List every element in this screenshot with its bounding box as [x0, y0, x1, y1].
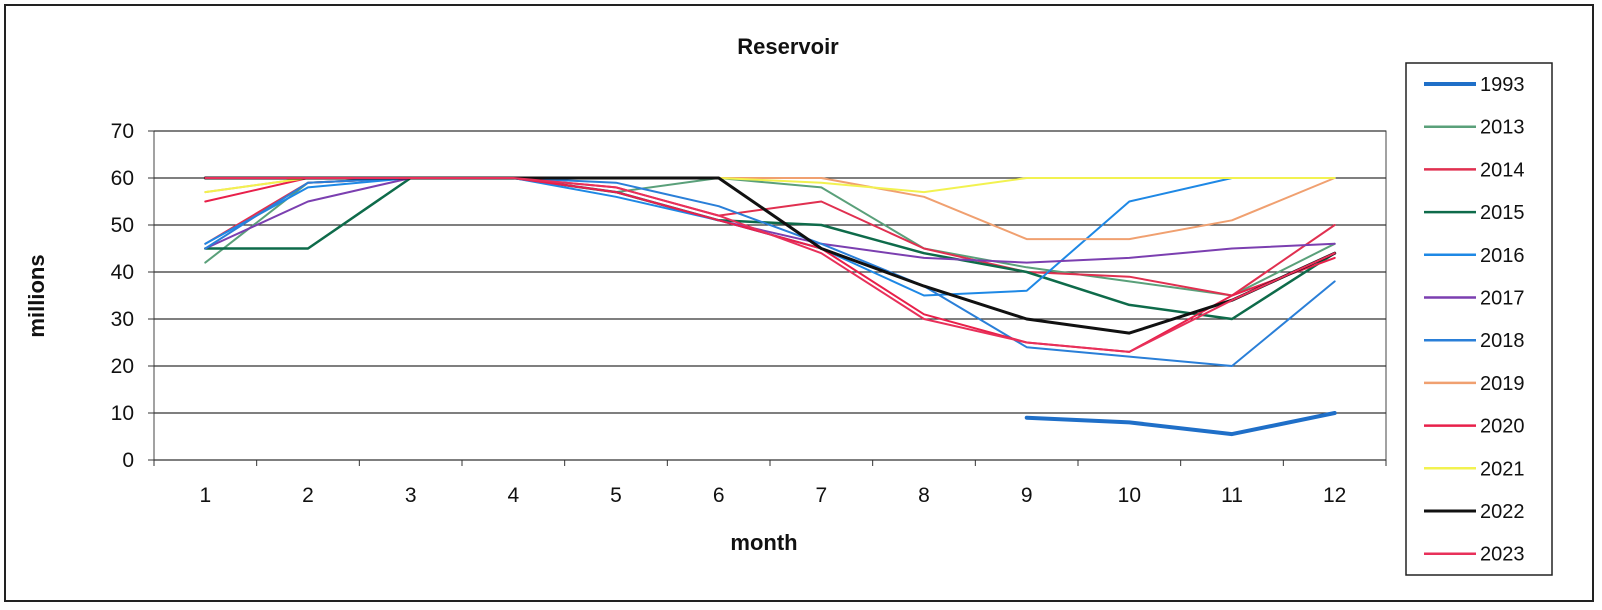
- plot-border: [153, 130, 1387, 461]
- y-tick-label: 50: [111, 214, 134, 237]
- legend-label-2016: 2016: [1480, 245, 1525, 267]
- x-tick-label: 6: [713, 484, 725, 507]
- y-tick-label: 70: [111, 120, 134, 143]
- legend-label-2019: 2019: [1480, 373, 1525, 395]
- x-tick-label: 10: [1118, 484, 1141, 507]
- legend-label-2021: 2021: [1480, 458, 1525, 480]
- x-tick-label: 9: [1021, 484, 1033, 507]
- series-layer: [203, 176, 1337, 437]
- y-tick-label: 30: [111, 308, 134, 331]
- y-tick-label: 60: [111, 167, 134, 190]
- legend-label-2022: 2022: [1480, 501, 1525, 523]
- y-tick-label: 0: [122, 449, 134, 472]
- y-tick-label: 10: [111, 402, 134, 425]
- x-tick-label: 4: [507, 484, 519, 507]
- plot-area: [153, 130, 1387, 461]
- series-line-2017: [204, 177, 1336, 264]
- chart-frame: 0 10 20 30 40 50 60 70 1 2 3 4 5 6 7 8 9 10 11 12 Reservoi…: [4, 4, 1594, 602]
- legend-label-2017: 2017: [1480, 288, 1525, 310]
- legend-label-1993: 1993: [1480, 74, 1525, 96]
- series-line-2015: [204, 176, 1336, 321]
- x-tick-label: 11: [1221, 484, 1243, 507]
- x-tick-label: 3: [405, 484, 417, 507]
- series-line-1993: [1024, 411, 1337, 437]
- legend-label-2020: 2020: [1480, 416, 1525, 438]
- legend-label-2023: 2023: [1480, 544, 1525, 566]
- y-tick-label: 40: [111, 261, 134, 284]
- legend-label-2013: 2013: [1480, 117, 1525, 139]
- legend-box: [1405, 62, 1553, 576]
- x-tick-label: 2: [302, 484, 314, 507]
- x-axis-ticks: 1 2 3 4 5 6 7 8 9 10 11 12: [153, 460, 1387, 507]
- x-tick-label: 7: [815, 484, 827, 507]
- chart-title: Reservoir: [737, 34, 839, 59]
- y-axis-ticks: 0 10 20 30 40 50 60 70: [111, 120, 154, 472]
- x-tick-label: 5: [610, 484, 622, 507]
- legend: 1993 2013 2014 2015 2016 2017 2018 2019 2020 2021…: [1405, 62, 1553, 576]
- y-axis-label: millions: [24, 254, 49, 337]
- legend-label-2014: 2014: [1480, 159, 1525, 181]
- legend-label-2015: 2015: [1480, 202, 1525, 224]
- x-tick-label: 1: [199, 484, 211, 507]
- x-tick-label: 12: [1323, 484, 1346, 507]
- legend-label-2018: 2018: [1480, 330, 1525, 352]
- series-line-2023: [204, 177, 1336, 353]
- y-tick-label: 20: [111, 355, 134, 378]
- x-tick-label: 8: [918, 484, 930, 507]
- x-axis-label: month: [730, 530, 797, 555]
